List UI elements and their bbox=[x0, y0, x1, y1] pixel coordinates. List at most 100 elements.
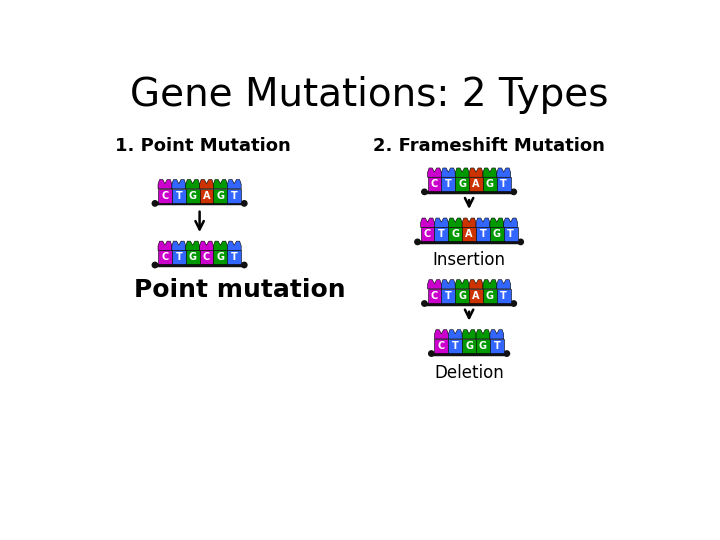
Text: T: T bbox=[445, 179, 451, 189]
Polygon shape bbox=[469, 280, 483, 289]
Text: A: A bbox=[472, 179, 480, 189]
Polygon shape bbox=[483, 280, 497, 289]
Text: C: C bbox=[161, 191, 168, 201]
Polygon shape bbox=[434, 218, 449, 227]
Text: G: G bbox=[492, 229, 501, 239]
Text: C: C bbox=[431, 179, 438, 189]
FancyBboxPatch shape bbox=[434, 339, 449, 353]
FancyBboxPatch shape bbox=[186, 189, 199, 202]
Polygon shape bbox=[199, 179, 213, 189]
FancyBboxPatch shape bbox=[497, 177, 510, 191]
Text: 1. Point Mutation: 1. Point Mutation bbox=[115, 137, 291, 154]
Circle shape bbox=[242, 201, 247, 206]
FancyBboxPatch shape bbox=[186, 251, 199, 264]
Circle shape bbox=[422, 189, 427, 194]
Polygon shape bbox=[158, 179, 172, 189]
FancyBboxPatch shape bbox=[158, 251, 172, 264]
Text: G: G bbox=[189, 252, 197, 262]
FancyBboxPatch shape bbox=[213, 251, 228, 264]
Polygon shape bbox=[420, 218, 434, 227]
FancyBboxPatch shape bbox=[497, 289, 510, 303]
Polygon shape bbox=[455, 280, 469, 289]
Polygon shape bbox=[228, 179, 241, 189]
FancyBboxPatch shape bbox=[476, 227, 490, 241]
Polygon shape bbox=[483, 168, 497, 177]
Text: C: C bbox=[431, 291, 438, 301]
FancyBboxPatch shape bbox=[449, 227, 462, 241]
FancyBboxPatch shape bbox=[483, 177, 497, 191]
Text: G: G bbox=[451, 229, 459, 239]
Text: A: A bbox=[203, 191, 210, 201]
Text: Point mutation: Point mutation bbox=[134, 278, 346, 302]
Polygon shape bbox=[469, 168, 483, 177]
Text: G: G bbox=[465, 341, 473, 351]
Polygon shape bbox=[158, 241, 172, 251]
FancyBboxPatch shape bbox=[490, 227, 504, 241]
Polygon shape bbox=[476, 218, 490, 227]
Text: G: G bbox=[217, 252, 225, 262]
Polygon shape bbox=[213, 179, 228, 189]
Polygon shape bbox=[455, 168, 469, 177]
Text: C: C bbox=[161, 252, 168, 262]
FancyBboxPatch shape bbox=[490, 339, 504, 353]
FancyBboxPatch shape bbox=[428, 177, 441, 191]
Polygon shape bbox=[497, 168, 510, 177]
Polygon shape bbox=[462, 330, 476, 339]
Text: T: T bbox=[500, 291, 507, 301]
FancyBboxPatch shape bbox=[172, 189, 186, 202]
Text: G: G bbox=[458, 179, 466, 189]
Text: A: A bbox=[465, 229, 473, 239]
Circle shape bbox=[511, 189, 516, 194]
Text: T: T bbox=[493, 341, 500, 351]
Text: A: A bbox=[472, 291, 480, 301]
FancyBboxPatch shape bbox=[441, 289, 455, 303]
Polygon shape bbox=[449, 330, 462, 339]
FancyBboxPatch shape bbox=[504, 227, 518, 241]
Polygon shape bbox=[428, 280, 441, 289]
Text: T: T bbox=[445, 291, 451, 301]
FancyBboxPatch shape bbox=[455, 177, 469, 191]
Circle shape bbox=[152, 201, 158, 206]
Polygon shape bbox=[186, 179, 199, 189]
FancyBboxPatch shape bbox=[199, 251, 213, 264]
Text: Insertion: Insertion bbox=[433, 251, 505, 268]
Text: T: T bbox=[438, 229, 445, 239]
Polygon shape bbox=[186, 241, 199, 251]
Polygon shape bbox=[504, 218, 518, 227]
FancyBboxPatch shape bbox=[476, 339, 490, 353]
FancyBboxPatch shape bbox=[469, 289, 483, 303]
Text: T: T bbox=[176, 252, 182, 262]
Text: T: T bbox=[500, 179, 507, 189]
Polygon shape bbox=[490, 218, 504, 227]
FancyBboxPatch shape bbox=[158, 189, 172, 202]
Text: T: T bbox=[452, 341, 459, 351]
FancyBboxPatch shape bbox=[428, 289, 441, 303]
Polygon shape bbox=[428, 168, 441, 177]
Text: G: G bbox=[479, 341, 487, 351]
Circle shape bbox=[422, 301, 427, 306]
Polygon shape bbox=[434, 330, 449, 339]
FancyBboxPatch shape bbox=[213, 189, 228, 202]
FancyBboxPatch shape bbox=[228, 189, 241, 202]
Polygon shape bbox=[449, 218, 462, 227]
Polygon shape bbox=[441, 280, 455, 289]
Polygon shape bbox=[228, 241, 241, 251]
Polygon shape bbox=[172, 241, 186, 251]
Text: C: C bbox=[438, 341, 445, 351]
FancyBboxPatch shape bbox=[469, 177, 483, 191]
FancyBboxPatch shape bbox=[483, 289, 497, 303]
Polygon shape bbox=[199, 241, 213, 251]
Circle shape bbox=[511, 301, 516, 306]
Text: G: G bbox=[486, 291, 494, 301]
Text: T: T bbox=[231, 252, 238, 262]
FancyBboxPatch shape bbox=[449, 339, 462, 353]
Text: G: G bbox=[486, 179, 494, 189]
Polygon shape bbox=[441, 168, 455, 177]
FancyBboxPatch shape bbox=[462, 227, 476, 241]
Polygon shape bbox=[172, 179, 186, 189]
Circle shape bbox=[152, 262, 158, 268]
FancyBboxPatch shape bbox=[172, 251, 186, 264]
Circle shape bbox=[242, 262, 247, 268]
FancyBboxPatch shape bbox=[228, 251, 241, 264]
FancyBboxPatch shape bbox=[199, 189, 213, 202]
